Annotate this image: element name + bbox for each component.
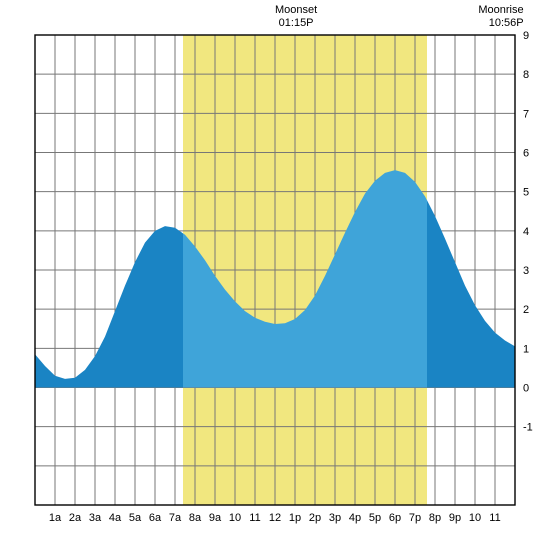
y-tick-label: 4	[523, 226, 529, 238]
moonrise-time: 10:56P	[478, 17, 523, 30]
moonrise-title: Moonrise	[478, 4, 523, 17]
x-tick-label: 3p	[329, 512, 341, 524]
x-tick-label: 5p	[369, 512, 381, 524]
x-tick-label: 12	[269, 512, 281, 524]
x-tick-label: 6a	[149, 512, 162, 524]
x-tick-label: 5a	[129, 512, 142, 524]
y-tick-label: 0	[523, 383, 529, 395]
tide-chart-container: Moonset 01:15P Moonrise 10:56P -10123456…	[0, 0, 550, 550]
moonset-title: Moonset	[275, 4, 317, 17]
x-tick-label: 2a	[69, 512, 82, 524]
y-tick-label: 1	[523, 343, 529, 355]
x-tick-label: 4a	[109, 512, 122, 524]
y-tick-label: 2	[523, 304, 529, 316]
x-tick-label: 10	[469, 512, 481, 524]
x-tick-label: 11	[489, 512, 500, 524]
y-tick-label: 3	[523, 265, 529, 277]
y-tick-label: 8	[523, 69, 529, 81]
moonset-time: 01:15P	[275, 17, 317, 30]
x-tick-label: 6p	[389, 512, 401, 524]
x-tick-label: 1a	[49, 512, 62, 524]
x-tick-label: 1p	[289, 512, 301, 524]
y-tick-label: -1	[523, 422, 533, 434]
y-tick-label: 7	[523, 108, 529, 120]
x-tick-label: 11	[249, 512, 260, 524]
x-tick-label: 10	[229, 512, 241, 524]
moonrise-annotation: Moonrise 10:56P	[478, 4, 523, 30]
x-tick-label: 9a	[209, 512, 222, 524]
tide-area-night-after	[427, 200, 515, 387]
x-tick-label: 9p	[449, 512, 461, 524]
y-tick-label: 9	[523, 30, 529, 42]
x-tick-label: 8a	[189, 512, 202, 524]
x-tick-label: 3a	[89, 512, 102, 524]
x-tick-label: 7p	[409, 512, 421, 524]
x-tick-label: 8p	[429, 512, 441, 524]
tide-chart-svg: -101234567891a2a3a4a5a6a7a8a9a1011121p2p…	[0, 0, 550, 550]
moonset-annotation: Moonset 01:15P	[275, 4, 317, 30]
x-tick-label: 7a	[169, 512, 182, 524]
y-tick-label: 6	[523, 148, 529, 160]
x-tick-label: 4p	[349, 512, 361, 524]
y-tick-label: 5	[523, 187, 529, 199]
x-tick-label: 2p	[309, 512, 321, 524]
tide-area-night-before	[35, 226, 183, 387]
